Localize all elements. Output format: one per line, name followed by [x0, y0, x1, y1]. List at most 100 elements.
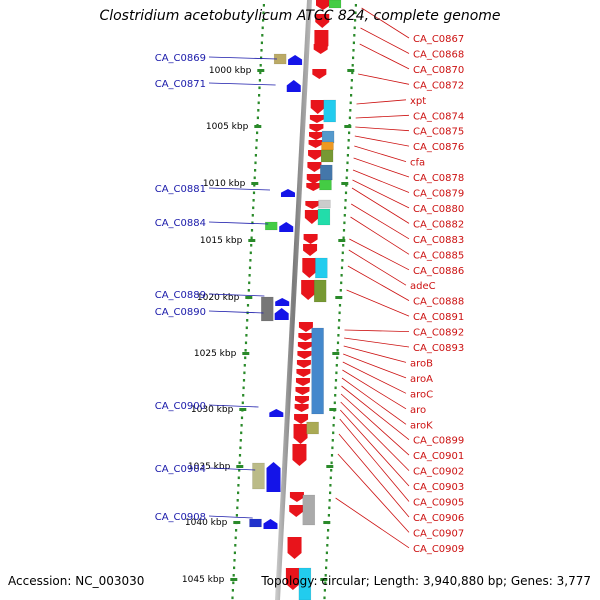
scale-dot — [237, 491, 240, 495]
scale-dot — [251, 214, 254, 217]
forward-gene-arrow — [306, 174, 321, 184]
gene-block — [261, 296, 274, 322]
left-gene-label: CA_C0881 — [155, 184, 206, 195]
scale-dot — [234, 544, 237, 547]
gene-block — [298, 567, 312, 600]
scale-dot — [337, 334, 340, 337]
right-gene-label: CA_C0876 — [413, 142, 464, 153]
scale-dot — [354, 4, 357, 7]
forward-gene-arrow — [297, 342, 312, 350]
scale-dot — [237, 476, 240, 480]
reverse-gene-arrow — [288, 55, 303, 65]
scale-dot — [335, 364, 338, 367]
scale-dot — [330, 469, 333, 472]
scale-dot — [242, 394, 245, 397]
scale-dot — [332, 424, 335, 427]
scale-label: 1000 kbp — [209, 66, 252, 76]
gene-block — [264, 221, 278, 231]
scale-dot — [250, 229, 254, 232]
scale-dot — [253, 176, 256, 180]
scale-dot — [332, 431, 335, 435]
right-gene-label: CA_C0880 — [413, 204, 464, 215]
right-gene-label: CA_C0878 — [413, 173, 464, 184]
reverse-gene-arrow — [275, 298, 290, 306]
forward-gene-arrow — [302, 258, 317, 278]
forward-gene-arrow — [309, 124, 324, 132]
scale-dot — [251, 221, 254, 225]
leader-line — [356, 99, 407, 105]
scale-dot — [329, 484, 332, 487]
left-gene-label: CA_C0890 — [155, 307, 206, 318]
gene-block — [319, 179, 332, 191]
forward-gene-arrow — [301, 280, 316, 300]
scale-dot — [253, 184, 256, 187]
scale-dot — [325, 566, 328, 570]
scale-dot — [249, 251, 252, 255]
scale-dot — [326, 544, 329, 547]
right-gene-label: aroB — [410, 358, 433, 369]
scale-dot — [350, 79, 353, 82]
right-gene-label: aroA — [410, 374, 433, 385]
scale-dot — [346, 154, 349, 157]
left-gene-label: CA_C0871 — [155, 79, 206, 90]
scale-dot — [241, 401, 244, 405]
forward-gene-arrow — [313, 44, 328, 54]
scale-dot — [329, 491, 332, 495]
leader-line — [355, 114, 410, 119]
scale-dot — [254, 169, 257, 172]
scale-dot — [261, 34, 264, 37]
scale-dot — [239, 439, 242, 442]
left-gene-label: CA_C0900 — [155, 401, 206, 412]
leader-line — [208, 293, 265, 297]
scale-dot — [261, 26, 264, 30]
scale-dot — [351, 71, 354, 75]
major-tick — [320, 578, 328, 581]
forward-gene-arrow — [294, 414, 309, 424]
scale-dot — [258, 94, 261, 97]
leader-line — [347, 265, 410, 301]
major-tick — [254, 125, 262, 128]
scale-dot — [350, 94, 353, 97]
scale-dot — [233, 551, 236, 555]
label-leader-lines — [208, 7, 410, 549]
reverse-gene-arrow — [286, 80, 301, 92]
forward-gene-arrow — [305, 201, 320, 209]
scale-dot — [238, 469, 241, 472]
scale-dot — [323, 589, 326, 592]
scale-dot — [246, 304, 250, 307]
gene-block — [317, 208, 331, 226]
left-gene-label: CA_C0908 — [155, 512, 206, 523]
scale-dot — [255, 146, 258, 150]
leader-line — [346, 289, 410, 317]
gene-block — [318, 199, 331, 209]
forward-gene-arrow — [312, 69, 327, 79]
scale-dot — [259, 71, 262, 75]
scale-dot — [244, 341, 248, 345]
scale-dot — [262, 11, 265, 15]
scale-label: 1010 kbp — [203, 179, 246, 189]
leader-line — [208, 467, 256, 471]
scale-dot — [340, 266, 344, 270]
scale-dot — [350, 86, 353, 90]
major-tick — [332, 352, 340, 355]
scale-dot — [346, 169, 349, 172]
scale-dot — [334, 394, 337, 397]
gene-block — [321, 130, 335, 144]
scale-dot — [257, 109, 260, 112]
scale-dot — [325, 551, 328, 555]
right-gene-label: cfa — [410, 158, 425, 169]
major-tick — [251, 182, 259, 185]
forward-gene-arrow — [296, 360, 311, 368]
scale-dot — [329, 476, 332, 480]
scale-dot — [341, 259, 344, 262]
accession-text: Accession: NC_003030 — [8, 574, 145, 588]
forward-gene-arrow — [295, 387, 310, 395]
right-gene-label: CA_C0891 — [413, 312, 464, 323]
reverse-gene-arrow — [279, 222, 294, 232]
scale-dot — [244, 356, 247, 360]
right-gene-label: CA_C0906 — [413, 513, 464, 524]
leader-line — [338, 433, 410, 518]
scale-dot — [353, 26, 356, 30]
forward-gene-arrow — [297, 351, 312, 359]
scale-dot — [258, 79, 261, 82]
